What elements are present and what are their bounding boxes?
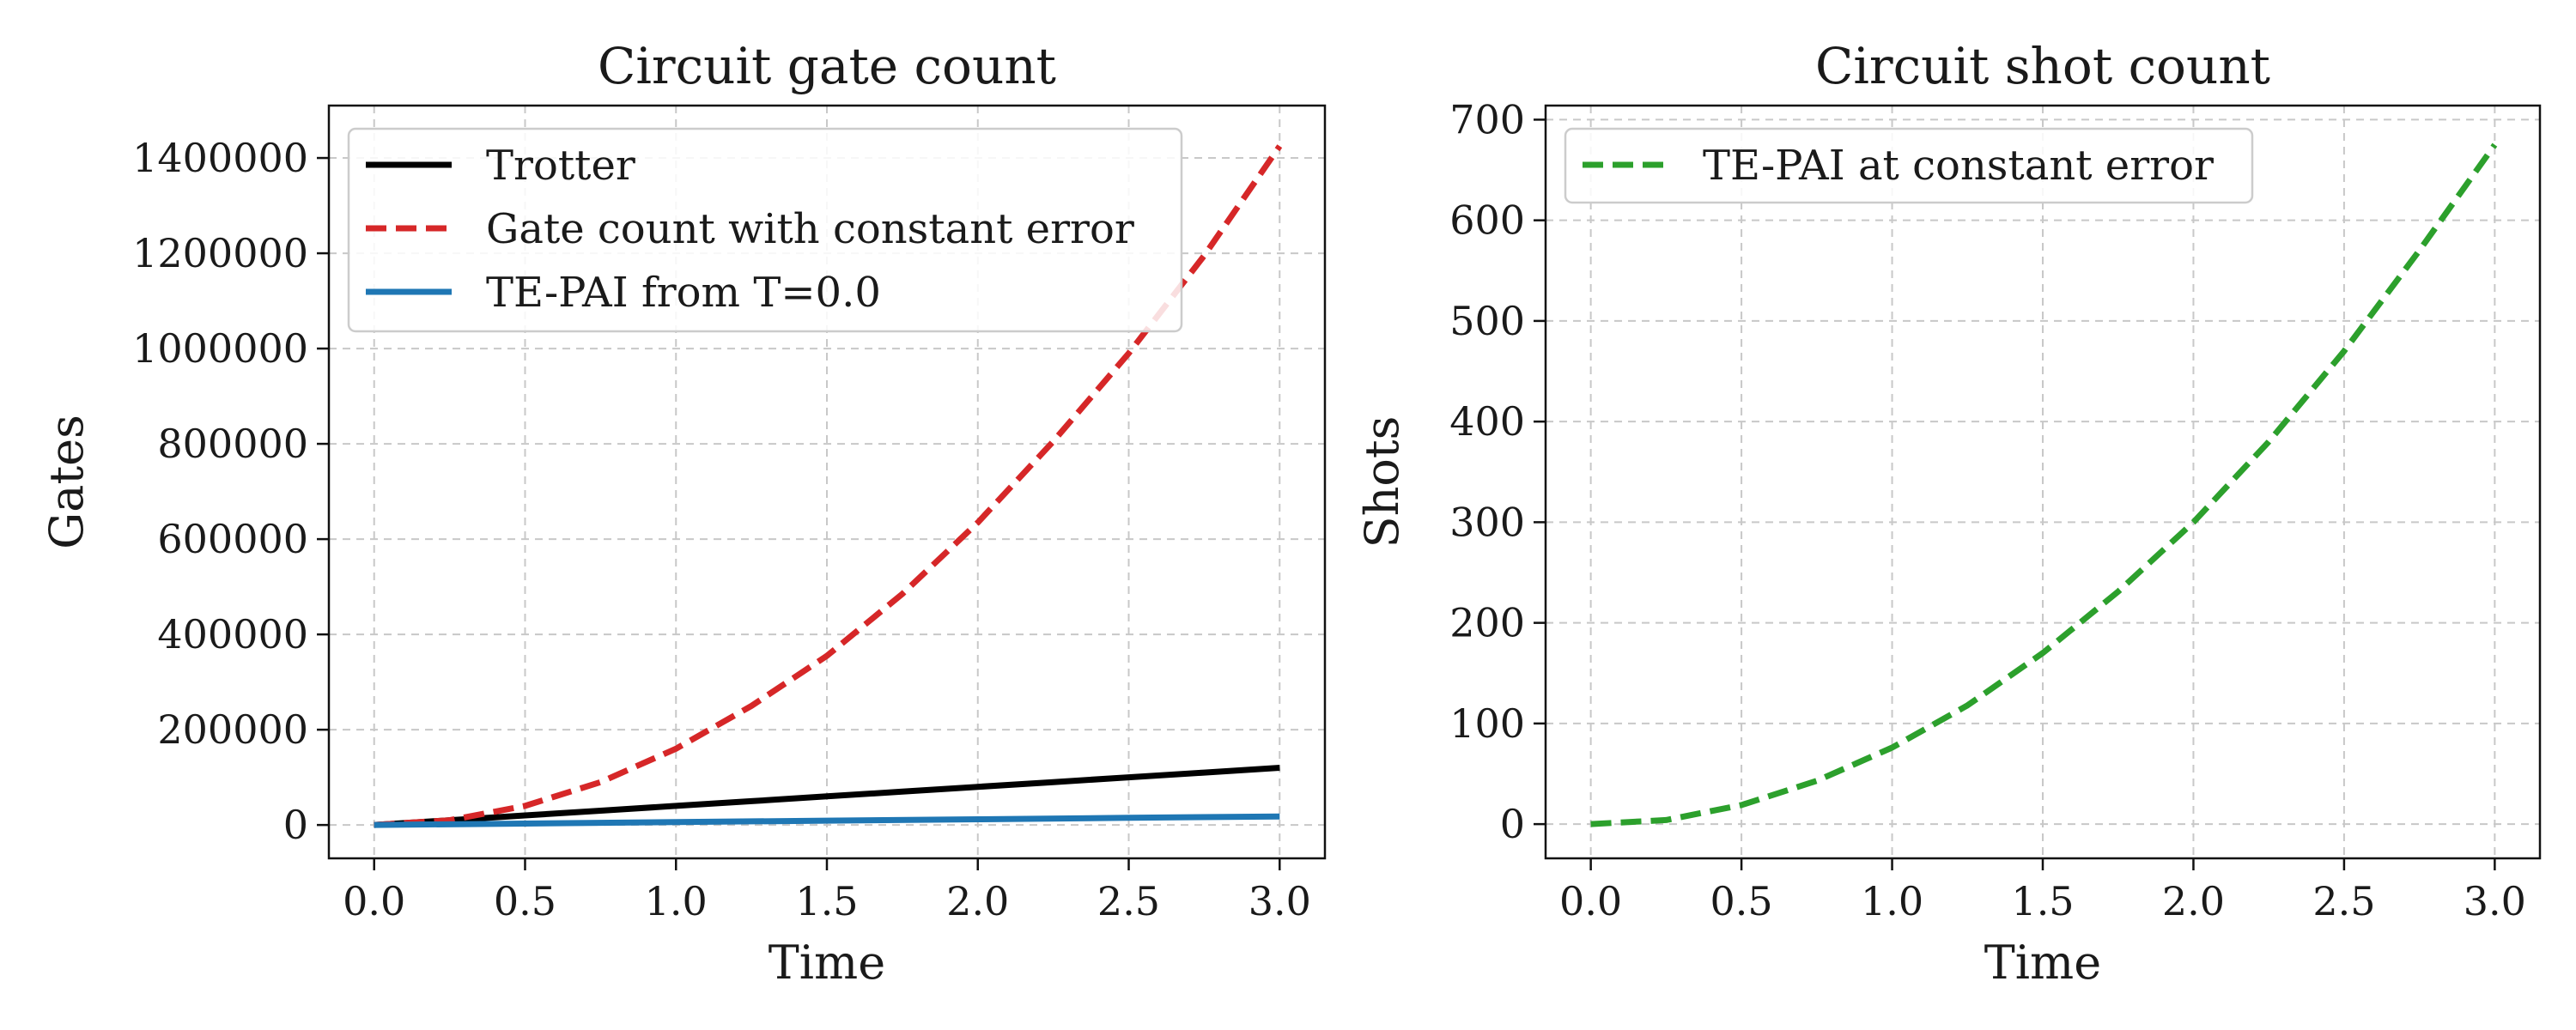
y-tick-label: 400000	[157, 611, 308, 657]
series-line-2	[374, 144, 1283, 828]
series-layer	[374, 144, 1283, 828]
y-axis-label: Gates	[39, 415, 94, 549]
x-tick-label: 3.0	[1249, 878, 1311, 924]
shot-count-chart: Circuit shot count Time Shots 0.0 0.5 1.0 1…	[1355, 37, 2542, 990]
gate-count-chart: Circuit gate count Time Gates 0.0 0.5 1.0 1…	[39, 37, 1327, 990]
legend-label: TE-PAI from T=0.0	[486, 269, 881, 317]
y-tick-label: 200000	[157, 706, 308, 753]
x-tick-label: 2.5	[2312, 878, 2375, 924]
y-tick-label: 100	[1449, 700, 1525, 747]
y-tick-label: 500	[1449, 298, 1525, 344]
legend: TE-PAI at constant error	[1564, 127, 2254, 204]
plot-frame	[1544, 104, 2542, 860]
chart-title: Circuit shot count	[1815, 37, 2270, 95]
x-tick-label: 1.0	[1861, 878, 1923, 924]
y-tick-label: 1000000	[132, 325, 308, 372]
x-tick-label: 2.5	[1097, 878, 1160, 924]
x-tick-label: 2.0	[2162, 878, 2225, 924]
series-line-3	[374, 813, 1280, 828]
y-tick-label: 1200000	[132, 230, 308, 276]
ticks: 0.0 0.5 1.0 1.5 2.0 2.5 3.0 0 200000 400000 600000…	[132, 135, 1311, 924]
series-layer	[1590, 142, 2498, 827]
legend-box	[347, 127, 1183, 333]
x-tick-label: 0.0	[1559, 878, 1622, 924]
chart-title: Circuit gate count	[598, 37, 1056, 95]
x-tick-label: 1.0	[645, 878, 708, 924]
y-tick-label: 200	[1449, 600, 1525, 646]
plot-frame	[327, 104, 1327, 860]
y-tick-label: 1400000	[132, 135, 308, 181]
x-tick-label: 1.5	[2011, 878, 2074, 924]
y-tick-label: 0	[283, 802, 308, 848]
series-line-1	[374, 765, 1280, 828]
y-tick-label: 400	[1449, 398, 1525, 445]
x-axis-label: Time	[1984, 936, 2101, 990]
series-line-1	[1590, 142, 2498, 827]
y-tick-label: 800000	[157, 421, 308, 467]
x-tick-label: 3.0	[2464, 878, 2526, 924]
y-tick-label: 600	[1449, 197, 1525, 244]
y-axis-label: Shots	[1355, 416, 1409, 548]
y-tick-label: 0	[1500, 801, 1525, 847]
y-tick-label: 700	[1449, 96, 1525, 142]
grid	[1546, 106, 2540, 858]
x-tick-label: 2.0	[946, 878, 1009, 924]
x-tick-label: 0.5	[494, 878, 556, 924]
legend-label: Gate count with constant error	[486, 205, 1134, 253]
legend-label: TE-PAI at constant error	[1703, 142, 2214, 190]
x-tick-label: 0.0	[343, 878, 405, 924]
legend-box	[1564, 127, 2254, 204]
y-tick-label: 600000	[157, 516, 308, 562]
x-axis-label: Time	[769, 936, 885, 990]
legend-label: Trotter	[486, 142, 635, 190]
y-tick-label: 300	[1449, 499, 1525, 545]
ticks: 0.0 0.5 1.0 1.5 2.0 2.5 3.0 0 100 200 300 400 500 600…	[1449, 96, 2526, 924]
legend: Trotter Gate count with constant error TE-…	[347, 127, 1183, 333]
x-tick-label: 0.5	[1710, 878, 1773, 924]
x-tick-label: 1.5	[795, 878, 858, 924]
